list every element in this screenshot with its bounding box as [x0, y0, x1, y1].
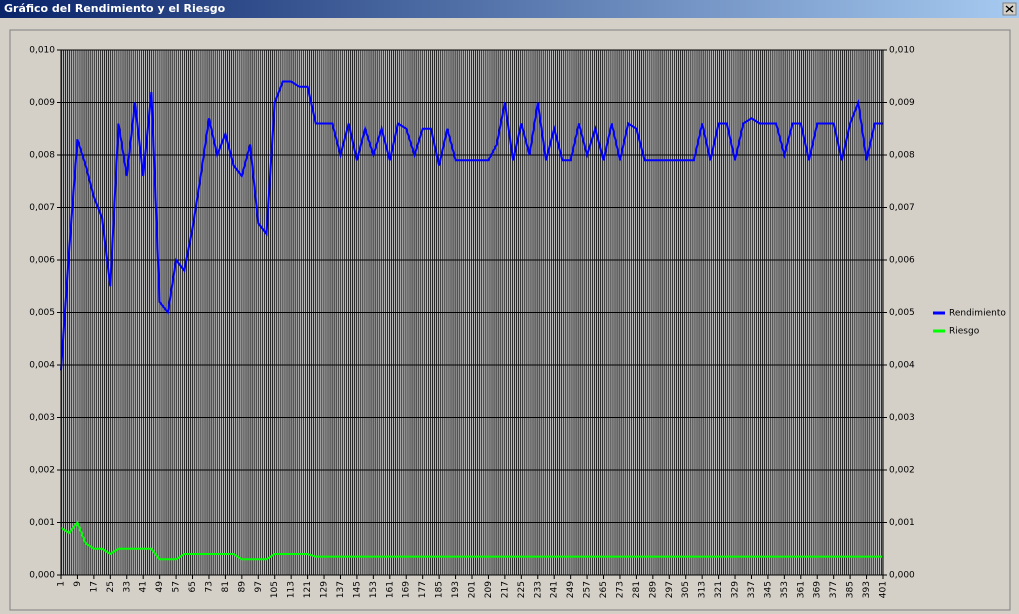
y-tick-label: 0,003: [29, 413, 55, 423]
x-tick-label: 105: [270, 581, 280, 598]
y2-tick-label: 0,004: [889, 361, 915, 371]
x-tick-label: 265: [599, 581, 609, 598]
plot-border: [60, 49, 884, 576]
close-icon: [1005, 5, 1014, 13]
y-tick-label: 0,007: [29, 203, 55, 213]
y2-tick-label: 0,005: [889, 308, 915, 318]
x-tick-label: 137: [336, 581, 346, 598]
x-tick-label: 121: [303, 581, 313, 598]
x-tick-label: 233: [533, 581, 543, 598]
series-line: [60, 80, 883, 371]
x-tick-label: 393: [862, 581, 872, 598]
legend-label: Riesgo: [949, 327, 980, 337]
y-tick-label: 0,004: [29, 361, 55, 371]
x-tick-label: 353: [780, 581, 790, 598]
x-tick-label: 209: [484, 581, 494, 598]
x-tick-label: 145: [352, 581, 362, 598]
x-tick-label: 401: [879, 581, 889, 598]
y2-tick-label: 0,009: [889, 98, 915, 108]
y-tick-label: 0,010: [29, 46, 55, 56]
x-tick-label: 113: [287, 581, 297, 598]
x-tick-label: 217: [500, 581, 510, 598]
y-tick-label: 0,005: [29, 308, 55, 318]
x-tick-label: 361: [796, 581, 806, 598]
y-tick-label: 0,000: [29, 571, 55, 581]
x-tick-label: 129: [320, 581, 330, 598]
y2-tick-label: 0,010: [889, 46, 915, 56]
x-tick-label: 177: [418, 581, 428, 598]
x-tick-label: 329: [731, 581, 741, 598]
x-tick-label: 281: [632, 581, 642, 598]
x-tick-label: 193: [451, 581, 461, 598]
y-tick-label: 0,001: [29, 518, 55, 528]
x-tick-label: 313: [698, 581, 708, 598]
y2-tick-label: 0,006: [889, 256, 915, 266]
x-tick-label: 257: [583, 581, 593, 598]
legend-label: Rendimiento: [949, 309, 1006, 319]
x-tick-label: 249: [566, 581, 576, 598]
x-tick-label: 33: [122, 581, 132, 592]
series-line: [60, 520, 883, 561]
x-tick-label: 337: [747, 581, 757, 598]
y2-tick-label: 0,000: [889, 571, 915, 581]
x-tick-label: 49: [155, 581, 165, 593]
x-tick-label: 9: [73, 581, 83, 587]
y2-tick-label: 0,007: [889, 203, 915, 213]
x-tick-label: 89: [237, 581, 247, 593]
x-tick-label: 273: [615, 581, 625, 598]
y-tick-label: 0,002: [29, 466, 55, 476]
x-tick-label: 225: [517, 581, 527, 598]
x-tick-label: 289: [648, 581, 658, 598]
y2-tick-label: 0,008: [889, 151, 915, 161]
x-tick-label: 321: [714, 581, 724, 598]
y2-tick-label: 0,002: [889, 466, 915, 476]
x-tick-label: 201: [468, 581, 478, 598]
x-tick-label: 41: [139, 581, 149, 592]
y-tick-label: 0,009: [29, 98, 55, 108]
x-tick-label: 305: [681, 581, 691, 598]
x-tick-label: 377: [829, 581, 839, 598]
y2-tick-label: 0,001: [889, 518, 915, 528]
x-tick-label: 25: [106, 581, 116, 592]
x-tick-label: 169: [402, 581, 412, 598]
x-tick-label: 153: [369, 581, 379, 598]
y-tick-label: 0,006: [29, 256, 55, 266]
x-tick-label: 161: [385, 581, 395, 598]
x-tick-label: 241: [550, 581, 560, 598]
title-bar: [0, 0, 1019, 18]
x-tick-label: 345: [763, 581, 773, 598]
y2-tick-label: 0,003: [889, 413, 915, 423]
x-tick-label: 369: [813, 581, 823, 598]
x-tick-label: 185: [435, 581, 445, 598]
x-tick-label: 73: [204, 581, 214, 592]
window-title: Gráfico del Rendimiento y el Riesgo: [4, 2, 226, 15]
y-tick-label: 0,008: [29, 151, 55, 161]
x-tick-label: 1: [57, 581, 67, 587]
x-tick-label: 81: [221, 581, 231, 592]
x-tick-label: 57: [172, 581, 182, 592]
x-tick-label: 297: [665, 581, 675, 598]
x-tick-label: 17: [89, 581, 99, 592]
x-tick-label: 385: [846, 581, 856, 598]
x-tick-label: 97: [254, 581, 264, 592]
x-tick-label: 65: [188, 581, 198, 592]
